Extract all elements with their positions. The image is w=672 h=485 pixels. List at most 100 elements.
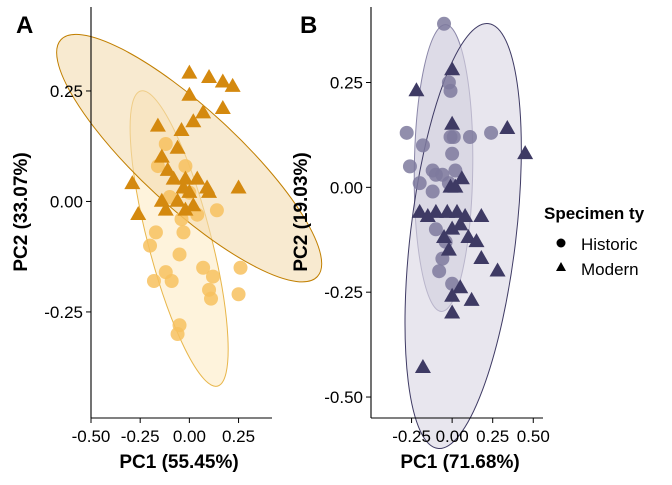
panel-b-modern-point	[489, 262, 506, 277]
legend-modern-label: Modern	[581, 260, 639, 279]
panel-b-modern-point	[419, 208, 436, 223]
panel-a-modern-point	[224, 77, 241, 92]
panel-b-historic-point	[425, 184, 440, 199]
panel-b-modern-point	[444, 115, 461, 130]
panel-b-historic-point	[428, 222, 443, 237]
panel-b-historic-point	[415, 138, 430, 153]
panel-b-y-axis-title: PC2 (19.03%)	[291, 152, 312, 271]
panel-b-y-tick-label: -0.50	[324, 388, 363, 407]
panel-a-historic-point	[196, 260, 211, 275]
panel-a-historic-point	[176, 225, 191, 240]
panel-b-y-tick-label: -0.25	[324, 283, 363, 302]
panel-a-modern-point	[173, 122, 190, 137]
panel-b-x-axis-title: PC1 (71.68%)	[400, 452, 519, 473]
panel-b-modern-point	[473, 208, 490, 223]
panel-b-modern-point	[444, 220, 461, 235]
legend-title: Specimen ty	[544, 204, 645, 223]
panel-b-historic-point	[445, 276, 460, 291]
panel-a-historic-point	[172, 247, 187, 262]
panel-b-modern-point	[444, 287, 461, 302]
panel-a-modern-point	[214, 73, 231, 88]
panel-a-axes: -0.50 -0.25 0.00 0.25 -0.25 0.00 0.25	[44, 7, 272, 446]
panel-b-axes: -0.25 0.00 0.25 0.50 -0.50 -0.25 0.00 0.25	[324, 7, 550, 446]
panel-b-modern-point	[452, 279, 469, 294]
panel-b-label: B	[300, 12, 317, 39]
panel-b-x-tick-label: 0.25	[476, 427, 509, 446]
panel-a-historic-point	[205, 269, 220, 284]
legend: Specimen ty Historic Modern	[544, 204, 645, 279]
panel-b-modern-point	[440, 241, 457, 256]
panel-a-modern-point	[153, 148, 170, 163]
panel-a-historic-point	[158, 137, 173, 151]
panel-a-y-tick-label: 0.25	[50, 82, 83, 101]
panel-a-label: A	[16, 12, 33, 39]
panel-b-modern-point	[444, 304, 461, 319]
panel-b-modern-point	[436, 228, 453, 243]
panel-a-historic-point	[178, 159, 193, 174]
panel-b-modern-point	[453, 170, 470, 185]
panel-b-historic-point	[412, 176, 427, 191]
panel-b-historic-point	[484, 125, 499, 140]
panel-b-modern-point	[414, 358, 431, 373]
panel-a-x-axis-title: PC1 (55.45%)	[119, 452, 238, 473]
panel-a-historic-point	[174, 212, 189, 227]
panel-b-modern-point	[427, 203, 444, 218]
panel-b-historic-point	[402, 159, 417, 174]
panel-a-modern-point	[181, 86, 198, 101]
panel-b-y-tick-label: 0.25	[330, 73, 363, 92]
panel-b-modern-point	[499, 119, 516, 134]
panel-b-historic-point	[432, 264, 447, 279]
panel-b-historic-point	[437, 16, 452, 31]
panel-a-historic-point	[190, 207, 205, 222]
panel-a-modern-point	[149, 117, 166, 132]
panel-a-historic-point	[164, 274, 179, 288]
panel-a-modern-point	[214, 99, 231, 114]
panel-b-ellipses	[404, 23, 522, 449]
legend-historic-marker	[556, 238, 566, 248]
panel-b: B -0.25 0.00 0.25 0.50 -0.50 -0.25 0.00 0.25 PC…	[291, 7, 550, 473]
panel-a-x-tick-label: -0.25	[121, 427, 160, 446]
panel-a-y-axis-title: PC2 (33.07%)	[11, 152, 32, 271]
panel-a-modern-point	[185, 113, 202, 128]
panel-b-historic-point	[448, 163, 463, 178]
panel-b-historic-point	[443, 83, 458, 98]
panel-b-modern-point	[411, 203, 428, 218]
panel-a-modern-point	[169, 192, 186, 207]
panel-b-modern-point	[452, 216, 469, 231]
panel-a-modern-point	[177, 170, 194, 185]
panel-a-historic-point	[143, 238, 158, 253]
panel-b-modern-point	[449, 203, 465, 218]
panel-a-modern-point	[201, 183, 218, 198]
panel-b-modern-point	[460, 228, 477, 243]
panel-b-modern-point	[444, 61, 461, 76]
panel-b-modern-point	[517, 145, 534, 160]
legend-modern-marker	[556, 262, 566, 271]
panel-a-modern-point	[165, 170, 182, 185]
panel-a-modern-point	[159, 161, 176, 176]
panel-b-modern-ellipse	[404, 23, 522, 449]
panel-b-historic-point	[462, 130, 477, 145]
panel-a-historic-point	[233, 260, 248, 275]
panel-a-modern-point	[169, 139, 186, 154]
panel-a-modern-point	[195, 104, 212, 119]
panel-a-modern-point	[130, 206, 147, 221]
panel-a-modern-point	[181, 183, 198, 198]
panel-a-y-tick-label: 0.00	[50, 192, 83, 211]
panel-a-modern-point	[189, 170, 206, 185]
legend-historic-label: Historic	[581, 235, 638, 254]
panel-a-historic-point	[231, 287, 246, 302]
panel-b-modern-point	[442, 178, 459, 193]
panel-b-historic-point	[446, 130, 461, 145]
panel-a-x-tick-label: 0.00	[173, 427, 206, 446]
panel-a-modern-ellipse	[56, 33, 323, 283]
panel-a-modern-point	[230, 179, 247, 194]
panel-a-x-tick-label: -0.50	[72, 427, 111, 446]
panel-a-modern-point	[157, 201, 174, 216]
panel-b-historic-point	[445, 146, 460, 161]
panel-a-historic-point	[170, 327, 185, 342]
panel-b-x-tick-label: 0.00	[436, 427, 469, 446]
panel-a-y-tick-label: -0.25	[44, 303, 83, 322]
panel-b-x-tick-label: -0.25	[392, 427, 431, 446]
panel-b-modern-point	[463, 291, 480, 306]
panel-a-modern-point	[181, 64, 198, 79]
